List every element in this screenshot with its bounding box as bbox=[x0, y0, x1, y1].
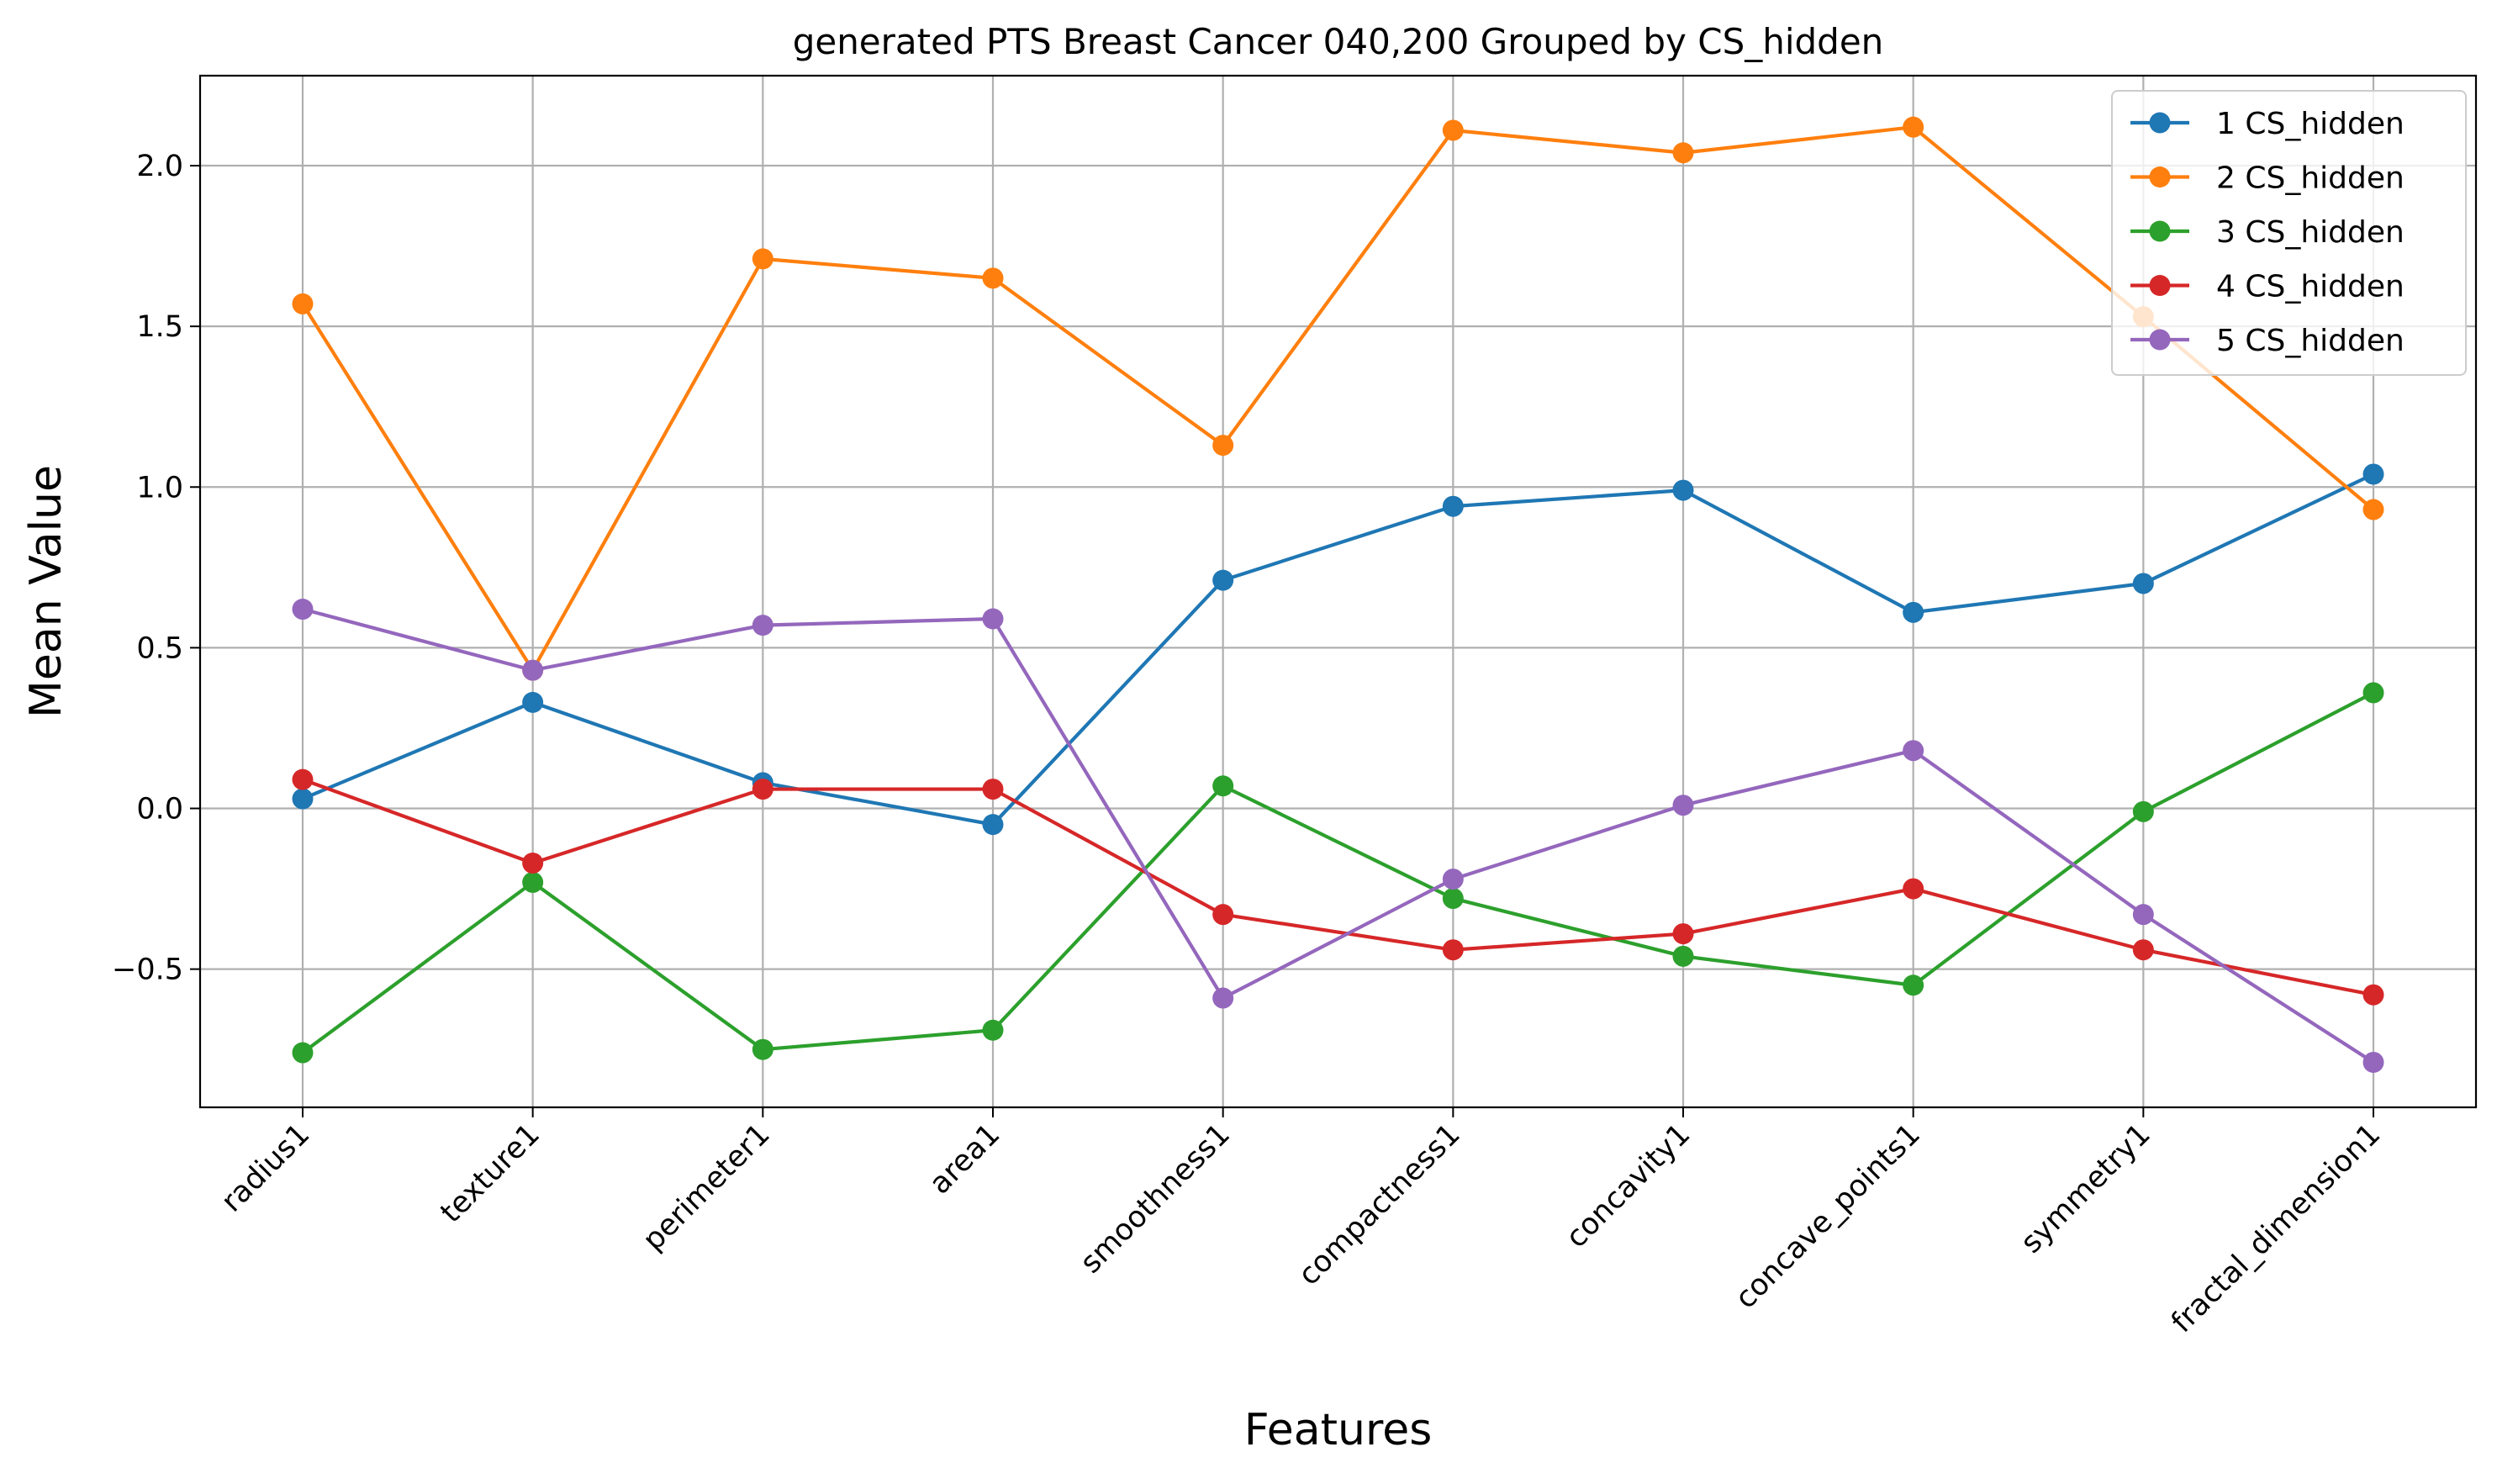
data-point bbox=[292, 768, 314, 790]
data-point bbox=[982, 608, 1004, 630]
data-point bbox=[1903, 740, 1924, 762]
legend-label: 5 CS_hidden bbox=[2216, 324, 2405, 358]
legend: 1 CS_hidden 2 CS_hidden 3 CS_hidden 4 CS_hi… bbox=[2111, 90, 2467, 376]
data-point bbox=[522, 691, 544, 713]
data-point bbox=[1442, 119, 1464, 141]
series-line bbox=[301, 691, 2374, 1054]
data-point bbox=[2362, 984, 2384, 1006]
y-tick-label: 1.0 bbox=[136, 471, 183, 504]
data-point bbox=[1903, 116, 1924, 138]
data-point bbox=[2132, 573, 2154, 594]
data-point bbox=[1212, 435, 1234, 457]
legend-swatch-marker bbox=[2149, 112, 2171, 134]
series-line bbox=[301, 125, 2375, 673]
data-point bbox=[1212, 904, 1234, 926]
data-point bbox=[522, 871, 544, 893]
series-4 bbox=[292, 768, 2384, 1006]
legend-item: 5 CS_hidden bbox=[2130, 324, 2405, 358]
data-point bbox=[1442, 495, 1464, 517]
data-point bbox=[292, 599, 314, 621]
data-point bbox=[752, 779, 773, 800]
data-point bbox=[1442, 869, 1464, 890]
data-point bbox=[522, 852, 544, 874]
legend-label: 1 CS_hidden bbox=[2216, 107, 2405, 141]
data-point bbox=[2362, 682, 2384, 704]
legend-label: 2 CS_hidden bbox=[2216, 161, 2405, 196]
legend-swatch-marker bbox=[2149, 220, 2171, 242]
data-point bbox=[1903, 878, 1924, 900]
data-point bbox=[982, 267, 1004, 289]
legend-item: 4 CS_hidden bbox=[2130, 270, 2405, 304]
legend-item: 2 CS_hidden bbox=[2130, 161, 2405, 196]
y-tick-label: 1.5 bbox=[136, 310, 183, 344]
series-line bbox=[302, 607, 2375, 1064]
legend-box bbox=[2111, 90, 2467, 376]
series-5 bbox=[292, 599, 2384, 1073]
legend-swatch-marker bbox=[2149, 275, 2171, 296]
data-point bbox=[752, 615, 773, 636]
data-point bbox=[2132, 800, 2154, 822]
data-point bbox=[1212, 775, 1234, 797]
data-point bbox=[1903, 974, 1924, 996]
data-point bbox=[1672, 923, 1694, 945]
series-line bbox=[302, 473, 2374, 826]
data-point bbox=[522, 659, 544, 681]
legend-label: 3 CS_hidden bbox=[2216, 215, 2405, 250]
data-point bbox=[1672, 479, 1694, 501]
data-point bbox=[982, 779, 1004, 800]
data-point bbox=[292, 788, 314, 810]
data-point bbox=[1442, 939, 1464, 961]
data-point bbox=[982, 1019, 1004, 1041]
data-point bbox=[292, 293, 314, 314]
data-point bbox=[2132, 939, 2154, 961]
data-point bbox=[2362, 463, 2384, 485]
data-point bbox=[1672, 945, 1694, 967]
data-point bbox=[2132, 904, 2154, 926]
data-point bbox=[1903, 601, 1924, 623]
y-tick-label: 0.5 bbox=[136, 631, 183, 665]
legend-swatch-marker bbox=[2149, 166, 2171, 187]
x-axis-title: Features bbox=[1244, 1405, 1433, 1455]
legend-label: 4 CS_hidden bbox=[2216, 270, 2405, 304]
data-point bbox=[1672, 142, 1694, 164]
legend-item: 3 CS_hidden bbox=[2130, 215, 2405, 250]
data-point bbox=[1672, 795, 1694, 816]
series-3 bbox=[292, 682, 2384, 1064]
chart-title: generated PTS Breast Cancer 040,200 Grou… bbox=[793, 21, 1884, 62]
data-point bbox=[752, 248, 773, 270]
data-point bbox=[752, 1038, 773, 1060]
data-point bbox=[1442, 888, 1464, 910]
data-point bbox=[1212, 987, 1234, 1009]
y-tick-label: 0.0 bbox=[136, 793, 183, 826]
data-point bbox=[2362, 499, 2384, 520]
y-axis-title: Mean Value bbox=[21, 465, 71, 718]
data-point bbox=[982, 814, 1004, 836]
plot-frame bbox=[198, 74, 2478, 1109]
data-point bbox=[292, 1042, 314, 1064]
data-point bbox=[1212, 569, 1234, 591]
y-tick-label: 2.0 bbox=[136, 150, 183, 183]
legend-swatch-marker bbox=[2149, 329, 2171, 351]
series-layer bbox=[292, 116, 2384, 1073]
series-line bbox=[302, 778, 2374, 997]
legend-item: 1 CS_hidden bbox=[2130, 107, 2405, 141]
y-tick-label: −0.5 bbox=[112, 953, 183, 987]
data-point bbox=[2362, 1051, 2384, 1073]
